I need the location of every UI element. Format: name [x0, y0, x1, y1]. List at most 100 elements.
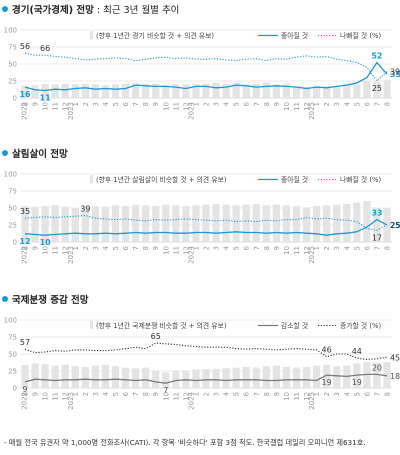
bar: [81, 366, 89, 388]
x-tick-label: 11: [172, 102, 180, 111]
bar: [343, 83, 351, 98]
bar: [202, 368, 210, 388]
bar: [81, 83, 89, 98]
x-tick-label: 8: [142, 392, 150, 396]
bar: [272, 84, 280, 98]
bar: [71, 366, 79, 388]
bar: [353, 202, 361, 242]
x-year-label: 2022: [21, 246, 29, 264]
x-tick-label: 9: [32, 392, 40, 396]
x-tick-label: 8: [142, 102, 150, 106]
legend-solid-label: 좋아질 것: [281, 31, 308, 40]
x-year-label: 2022: [21, 102, 29, 120]
data-label: 57: [20, 338, 30, 347]
bar: [363, 81, 371, 98]
data-label: 39: [390, 67, 400, 76]
data-label: 19: [352, 378, 362, 387]
bar: [51, 205, 59, 242]
x-tick-label: 6: [243, 102, 251, 106]
bar: [232, 205, 240, 242]
bar: [81, 206, 89, 242]
bar: [373, 362, 381, 388]
bar: [252, 83, 260, 98]
x-tick-label: 4: [223, 392, 231, 396]
legend-bars-label: (향후 1년간 살림살이 비슷할 것 + 의견 유보): [96, 175, 227, 184]
x-tick-label: 12: [182, 246, 190, 255]
data-label: 45: [390, 353, 400, 362]
x-tick-label: 3: [92, 246, 100, 250]
x-tick-label: 11: [52, 392, 60, 401]
bar: [91, 205, 100, 242]
x-tick-label: 3: [333, 102, 341, 106]
x-tick-label: 3: [333, 392, 341, 396]
x-tick-label: 8: [263, 392, 271, 396]
y-tick-label: 0: [13, 385, 17, 393]
x-tick-label: 8: [22, 246, 30, 250]
x-tick-label: 2: [323, 246, 331, 250]
bar: [61, 83, 69, 98]
data-label: 25: [390, 221, 400, 230]
bar: [373, 81, 381, 98]
bar: [61, 206, 69, 242]
x-tick-label: 4: [343, 102, 351, 106]
bar: [242, 204, 250, 242]
x-tick-label: 6: [243, 392, 251, 396]
x-tick-label: 10: [42, 246, 50, 255]
x-tick-label: 12: [303, 392, 311, 401]
x-tick-label: 2: [82, 102, 90, 106]
bar: [282, 366, 291, 388]
bullet-icon: [2, 296, 8, 302]
data-label: 16: [19, 90, 31, 99]
y-tick-label: 100: [4, 27, 17, 35]
bar: [312, 365, 321, 388]
x-tick-label: 9: [32, 102, 40, 106]
bar: [121, 367, 130, 388]
x-tick-label: 7: [373, 102, 381, 106]
x-tick-label: 10: [283, 246, 291, 255]
bar: [333, 204, 341, 242]
x-tick-label: 6: [122, 246, 130, 250]
y-tick-label: 75: [8, 334, 17, 342]
x-tick-label: 8: [22, 392, 30, 396]
legend-bars-swatch: [90, 321, 93, 329]
x-tick-label: 5: [112, 246, 120, 250]
bar: [71, 208, 79, 242]
x-year-label: 2024: [187, 101, 195, 119]
bar: [252, 203, 260, 242]
y-tick-label: 0: [13, 95, 17, 103]
bar: [292, 367, 301, 388]
bar: [101, 206, 110, 242]
x-tick-label: 5: [112, 102, 120, 106]
panel-2-title: 살림살이 전망: [2, 146, 68, 160]
y-tick-label: 0: [13, 239, 17, 247]
x-tick-label: 5: [353, 246, 361, 250]
x-tick-label: 1: [72, 102, 80, 106]
legend-solid-label: 좋아질 것: [281, 175, 308, 184]
x-year-label: 2025: [308, 246, 316, 264]
bar: [383, 80, 391, 98]
x-tick-label: 11: [172, 246, 180, 255]
x-tick-label: 6: [363, 246, 371, 250]
data-label: 12: [19, 237, 30, 246]
bar: [172, 371, 180, 388]
x-tick-label: 7: [132, 392, 140, 396]
bar: [182, 205, 190, 242]
bar: [41, 205, 49, 242]
panel-3-title-text: 국제분쟁 증감 전망: [12, 295, 89, 306]
bar: [242, 84, 250, 98]
bar: [272, 204, 280, 242]
data-label: 9: [22, 385, 27, 394]
bar: [242, 366, 250, 388]
panel-1-title: 경기(국가경제) 전망 : 최근 3년 월별 추이: [2, 2, 179, 16]
data-label: 18: [390, 372, 400, 381]
y-tick-label: 100: [4, 317, 17, 325]
x-tick-label: 2: [82, 392, 90, 396]
x-tick-label: 11: [52, 246, 60, 255]
x-tick-label: 1: [192, 392, 200, 396]
x-tick-label: 7: [253, 102, 261, 106]
bullet-icon: [2, 150, 8, 156]
bar: [192, 83, 200, 98]
bar: [111, 205, 120, 242]
x-tick-label: 2: [323, 102, 331, 106]
